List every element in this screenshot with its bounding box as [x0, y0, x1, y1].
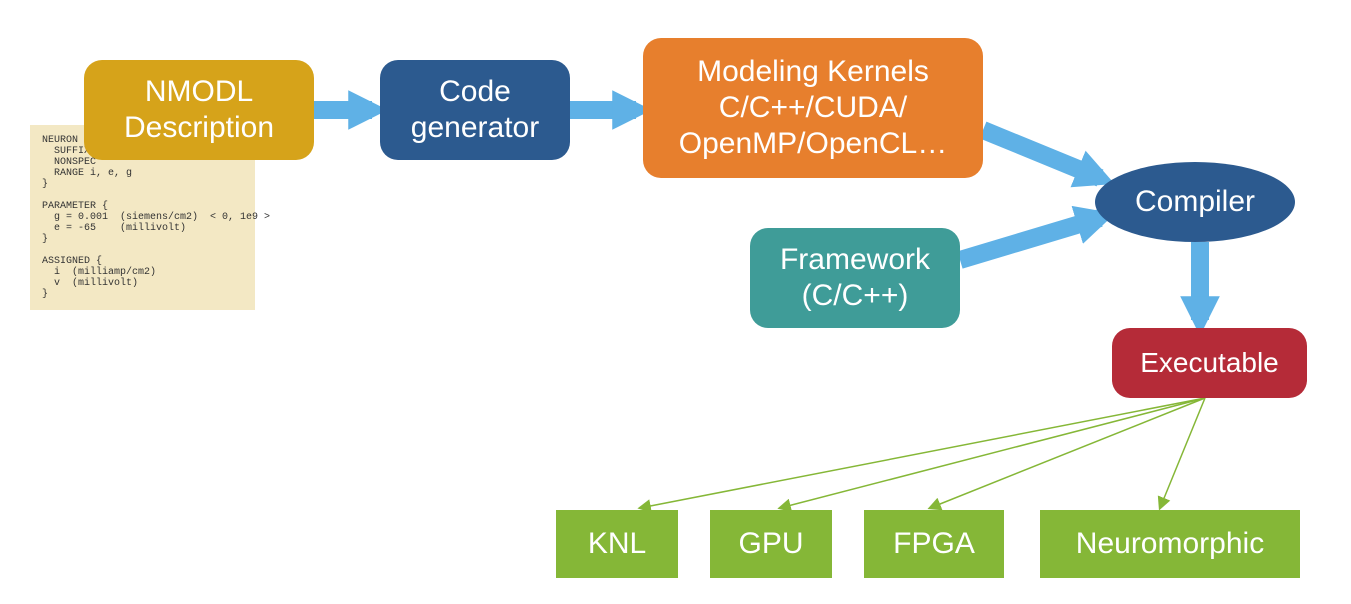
arrow-executable-knl: [640, 398, 1205, 508]
arrow-framework-compiler: [960, 218, 1100, 260]
node-compiler: Compiler: [1095, 162, 1295, 242]
arrow-executable-fpga: [930, 398, 1205, 508]
arrow-kernels-compiler: [983, 130, 1100, 178]
node-framework: Framework (C/C++): [750, 228, 960, 328]
node-fpga: FPGA: [864, 510, 1004, 578]
node-neuromorphic: Neuromorphic: [1040, 510, 1300, 578]
arrow-executable-gpu: [780, 398, 1205, 508]
node-codegen: Code generator: [380, 60, 570, 160]
node-gpu: GPU: [710, 510, 832, 578]
arrow-executable-neuromorphic: [1160, 398, 1205, 508]
node-nmodl: NMODL Description: [84, 60, 314, 160]
node-executable: Executable: [1112, 328, 1307, 398]
node-kernels: Modeling Kernels C/C++/CUDA/ OpenMP/Open…: [643, 38, 983, 178]
node-knl: KNL: [556, 510, 678, 578]
